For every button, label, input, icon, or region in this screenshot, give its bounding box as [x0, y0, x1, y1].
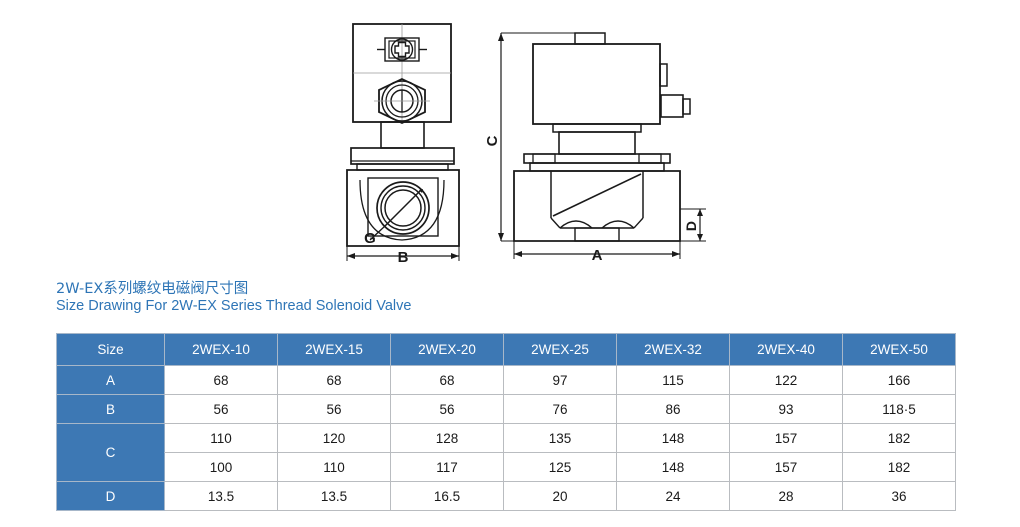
cell-c-nc-0: 100	[164, 452, 279, 482]
cell-d-5: 28	[729, 481, 844, 511]
cell-a-4: 115	[616, 365, 731, 395]
page-title-english: Size Drawing For 2W-EX Series Thread Sol…	[56, 298, 412, 314]
header-model-2: 2WEX-20	[390, 333, 505, 366]
cell-b-1: 56	[277, 394, 392, 424]
row-label-a: A	[55, 365, 166, 395]
cell-b-6: 118·5	[842, 394, 957, 424]
title-block: 2W-EX系列螺纹电磁阀尺寸图 Size Drawing For 2W-EX S…	[56, 281, 756, 315]
cell-b-3: 76	[503, 394, 618, 424]
cell-a-0: 68	[164, 365, 279, 395]
cell-c-no-0: 110	[164, 423, 279, 453]
row-label-c: C	[56, 423, 165, 482]
cell-d-3: 20	[503, 481, 618, 511]
table-row-c-no: C NO. 110 120 128 135 148 157 182	[56, 423, 957, 482]
header-model-0: 2WEX-10	[164, 333, 279, 366]
header-model-4: 2WEX-32	[616, 333, 731, 366]
cell-c-nc-5: 157	[729, 452, 844, 482]
cell-c-no-3: 135	[503, 423, 618, 453]
cell-b-5: 93	[729, 394, 844, 424]
cell-b-2: 56	[390, 394, 505, 424]
dimension-label-c: C	[484, 135, 501, 146]
cell-d-0: 13.5	[164, 481, 279, 511]
dimension-label-a: A	[592, 247, 603, 264]
row-label-d: D	[55, 481, 166, 511]
cell-a-6: 166	[842, 365, 957, 395]
cell-d-6: 36	[842, 481, 957, 511]
cell-c-nc-6: 182	[842, 452, 957, 482]
cell-a-1: 68	[277, 365, 392, 395]
header-model-5: 2WEX-40	[729, 333, 844, 366]
table-header-row: Size 2WEX-10 2WEX-15 2WEX-20 2WEX-25 2WE…	[55, 333, 957, 366]
screw-detail	[377, 37, 427, 62]
cell-a-3: 97	[503, 365, 618, 395]
cell-c-no-5: 157	[729, 423, 844, 453]
cell-b-0: 56	[164, 394, 279, 424]
dimension-label-b: B	[398, 249, 409, 266]
size-table: Size 2WEX-10 2WEX-15 2WEX-20 2WEX-25 2WE…	[55, 333, 957, 511]
table-row-a: A 68 68 68 97 115 122 166	[55, 365, 957, 395]
front-elevation-view	[346, 23, 460, 261]
row-label-b: B	[55, 394, 166, 424]
cell-c-no-2: 128	[390, 423, 505, 453]
cell-c-nc-1: 110	[277, 452, 392, 482]
cell-c-no-6: 182	[842, 423, 957, 453]
header-model-3: 2WEX-25	[503, 333, 618, 366]
cell-c-nc-2: 117	[390, 452, 505, 482]
cell-c-nc-4: 148	[616, 452, 731, 482]
side-section-view	[498, 32, 706, 259]
cell-d-2: 16.5	[390, 481, 505, 511]
cell-a-5: 122	[729, 365, 844, 395]
cell-c-no-1: 120	[277, 423, 392, 453]
technical-drawing: G B C A D	[346, 23, 706, 266]
cell-d-4: 24	[616, 481, 731, 511]
cell-a-2: 68	[390, 365, 505, 395]
dimension-label-d: D	[683, 221, 699, 231]
size-table-container: Size 2WEX-10 2WEX-15 2WEX-20 2WEX-25 2WE…	[55, 333, 957, 511]
table-row-c-nc: NC 100 110 117 125 148 157 182	[57, 452, 957, 482]
page-title-chinese: 2W-EX系列螺纹电磁阀尺寸图	[56, 281, 249, 297]
cell-b-4: 86	[616, 394, 731, 424]
cell-c-no-4: 148	[616, 423, 731, 453]
dimension-label-g: G	[364, 230, 376, 247]
table-row-b: B 56 56 56 76 86 93 118·5	[55, 394, 957, 424]
cell-c-nc-3: 125	[503, 452, 618, 482]
header-size-label: Size	[55, 333, 166, 366]
cell-d-1: 13.5	[277, 481, 392, 511]
table-row-d: D 13.5 13.5 16.5 20 24 28 36	[55, 481, 957, 511]
hex-nut-detail	[374, 78, 430, 124]
header-model-6: 2WEX-50	[842, 333, 957, 366]
header-model-1: 2WEX-15	[277, 333, 392, 366]
